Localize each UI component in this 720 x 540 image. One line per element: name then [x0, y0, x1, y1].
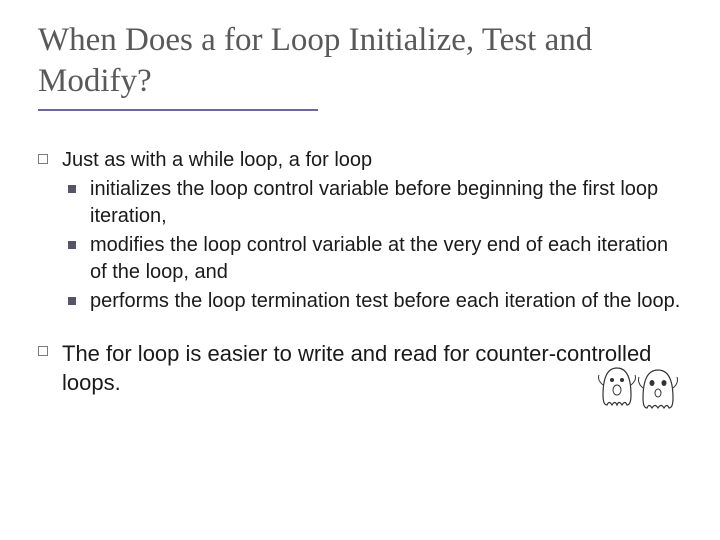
bullet-item: Just as with a while loop, a for loop [38, 147, 682, 174]
sub-bullet-item: initializes the loop control variable be… [68, 176, 682, 230]
sub-bullet-item: modifies the loop control variable at th… [68, 232, 682, 286]
slide-title: When Does a for Loop Initialize, Test an… [38, 20, 682, 103]
bullet-item: The for loop is easier to write and read… [38, 339, 682, 398]
sub-bullet-text: initializes the loop control variable be… [90, 176, 682, 230]
bullet-square-filled-icon [68, 185, 76, 193]
ghosts-icon [595, 350, 685, 420]
sub-bullet-text: modifies the loop control variable at th… [90, 232, 682, 286]
sub-bullet-text: performs the loop termination test befor… [90, 288, 682, 315]
title-underline [38, 109, 318, 111]
bullet-square-outline-icon [38, 346, 48, 356]
slide: When Does a for Loop Initialize, Test an… [0, 0, 720, 540]
bullet-text: The for loop is easier to write and read… [62, 339, 682, 398]
bullet-text: Just as with a while loop, a for loop [62, 147, 682, 174]
slide-body: Just as with a while loop, a for loop in… [38, 147, 682, 398]
bullet-square-filled-icon [68, 241, 76, 249]
spacer [38, 317, 682, 339]
bullet-square-filled-icon [68, 297, 76, 305]
bullet-square-outline-icon [38, 154, 48, 164]
sub-bullet-item: performs the loop termination test befor… [68, 288, 682, 315]
